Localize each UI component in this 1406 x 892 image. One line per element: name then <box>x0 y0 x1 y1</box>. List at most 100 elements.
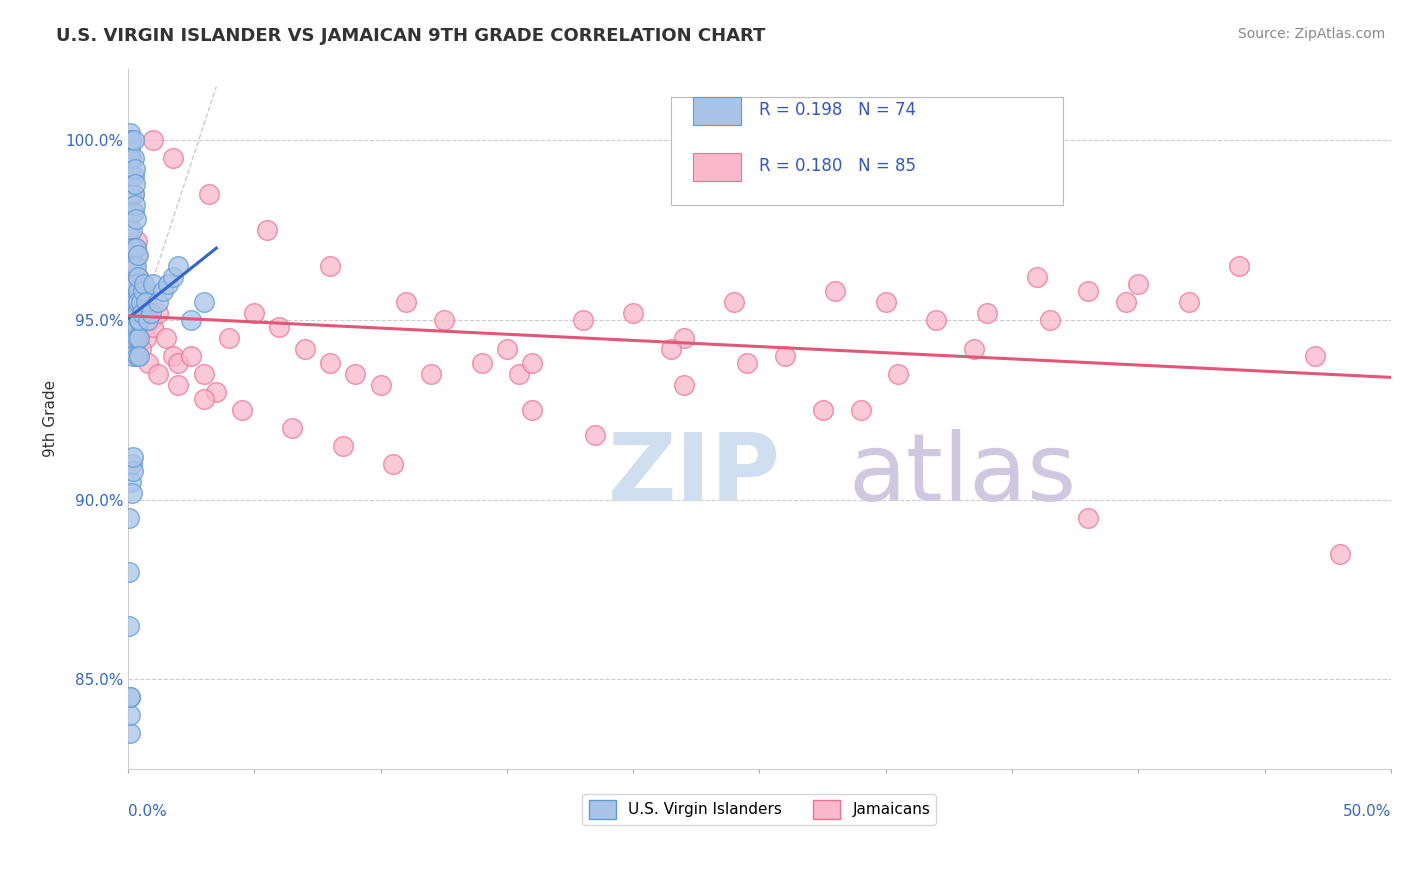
Point <box>122 464 145 478</box>
Point <box>120 133 142 147</box>
Point <box>875 295 897 310</box>
Point <box>344 367 367 381</box>
Point <box>120 152 142 166</box>
Point <box>124 241 146 255</box>
Point <box>139 313 162 327</box>
Point <box>1026 269 1049 284</box>
Point <box>1128 277 1150 292</box>
Point <box>125 248 148 262</box>
Point <box>118 618 141 632</box>
Point <box>131 285 153 299</box>
Point <box>269 320 291 334</box>
Point <box>122 349 145 363</box>
Point <box>124 331 146 345</box>
Point <box>139 306 162 320</box>
Point <box>1329 547 1351 561</box>
Text: Source: ZipAtlas.com: Source: ZipAtlas.com <box>1237 27 1385 41</box>
Point <box>118 169 141 184</box>
Point <box>127 306 149 320</box>
Point <box>420 367 443 381</box>
Point <box>125 320 148 334</box>
Text: 0.0%: 0.0% <box>128 805 167 820</box>
Point <box>121 259 143 273</box>
Point <box>167 356 190 370</box>
Point <box>121 277 143 292</box>
Point <box>1178 295 1201 310</box>
Point <box>122 295 145 310</box>
Point <box>131 306 153 320</box>
Point <box>1303 349 1326 363</box>
Point <box>231 403 253 417</box>
Point <box>121 259 143 273</box>
Point <box>118 510 141 524</box>
Point <box>319 356 342 370</box>
Point <box>193 367 215 381</box>
Point <box>495 342 517 356</box>
Point <box>120 475 142 489</box>
Point <box>125 259 148 273</box>
Point <box>125 277 148 292</box>
Point <box>849 403 872 417</box>
Point <box>129 295 152 310</box>
Point <box>121 187 143 202</box>
Point <box>124 177 146 191</box>
Point <box>127 285 149 299</box>
Point <box>520 403 543 417</box>
Point <box>122 450 145 464</box>
Point <box>148 295 170 310</box>
Text: U.S. VIRGIN ISLANDER VS JAMAICAN 9TH GRADE CORRELATION CHART: U.S. VIRGIN ISLANDER VS JAMAICAN 9TH GRA… <box>56 27 766 45</box>
Point <box>118 205 141 219</box>
Point <box>136 313 159 327</box>
Text: R = 0.198   N = 74: R = 0.198 N = 74 <box>759 101 917 119</box>
Point <box>132 313 155 327</box>
Point <box>122 205 145 219</box>
Point <box>125 295 148 310</box>
Point <box>120 708 142 723</box>
Point <box>128 313 150 327</box>
Point <box>120 140 142 154</box>
Point <box>1077 285 1099 299</box>
Point <box>121 295 143 310</box>
Point <box>135 331 157 345</box>
Point <box>124 162 146 177</box>
Point <box>128 313 150 327</box>
Point <box>131 306 153 320</box>
Point <box>127 295 149 310</box>
Point <box>124 212 146 227</box>
Point <box>129 295 152 310</box>
Point <box>118 223 141 237</box>
Point <box>162 349 184 363</box>
Point <box>963 342 986 356</box>
Point <box>135 313 157 327</box>
Point <box>142 133 165 147</box>
Point <box>155 331 177 345</box>
Point <box>142 277 165 292</box>
Point <box>735 356 758 370</box>
Point <box>162 269 184 284</box>
Point <box>118 690 141 705</box>
Point <box>129 342 152 356</box>
Point <box>118 565 141 579</box>
Point <box>332 439 354 453</box>
Point <box>148 306 170 320</box>
Point <box>157 277 180 292</box>
Text: ZIP: ZIP <box>607 429 780 521</box>
Text: R = 0.180   N = 85: R = 0.180 N = 85 <box>759 157 917 175</box>
Point <box>122 241 145 255</box>
Point <box>127 269 149 284</box>
Point <box>134 277 156 292</box>
Text: 50.0%: 50.0% <box>1343 805 1391 820</box>
Point <box>162 152 184 166</box>
Point <box>122 259 145 273</box>
Point <box>118 152 141 166</box>
Legend: U.S. Virgin Islanders, Jamaicans: U.S. Virgin Islanders, Jamaicans <box>582 794 936 825</box>
Point <box>180 349 202 363</box>
Point <box>125 331 148 345</box>
Point <box>1229 259 1251 273</box>
Point <box>925 313 948 327</box>
Point <box>520 356 543 370</box>
FancyBboxPatch shape <box>671 96 1063 205</box>
Point <box>571 313 593 327</box>
Point <box>122 331 145 345</box>
Point <box>167 377 190 392</box>
